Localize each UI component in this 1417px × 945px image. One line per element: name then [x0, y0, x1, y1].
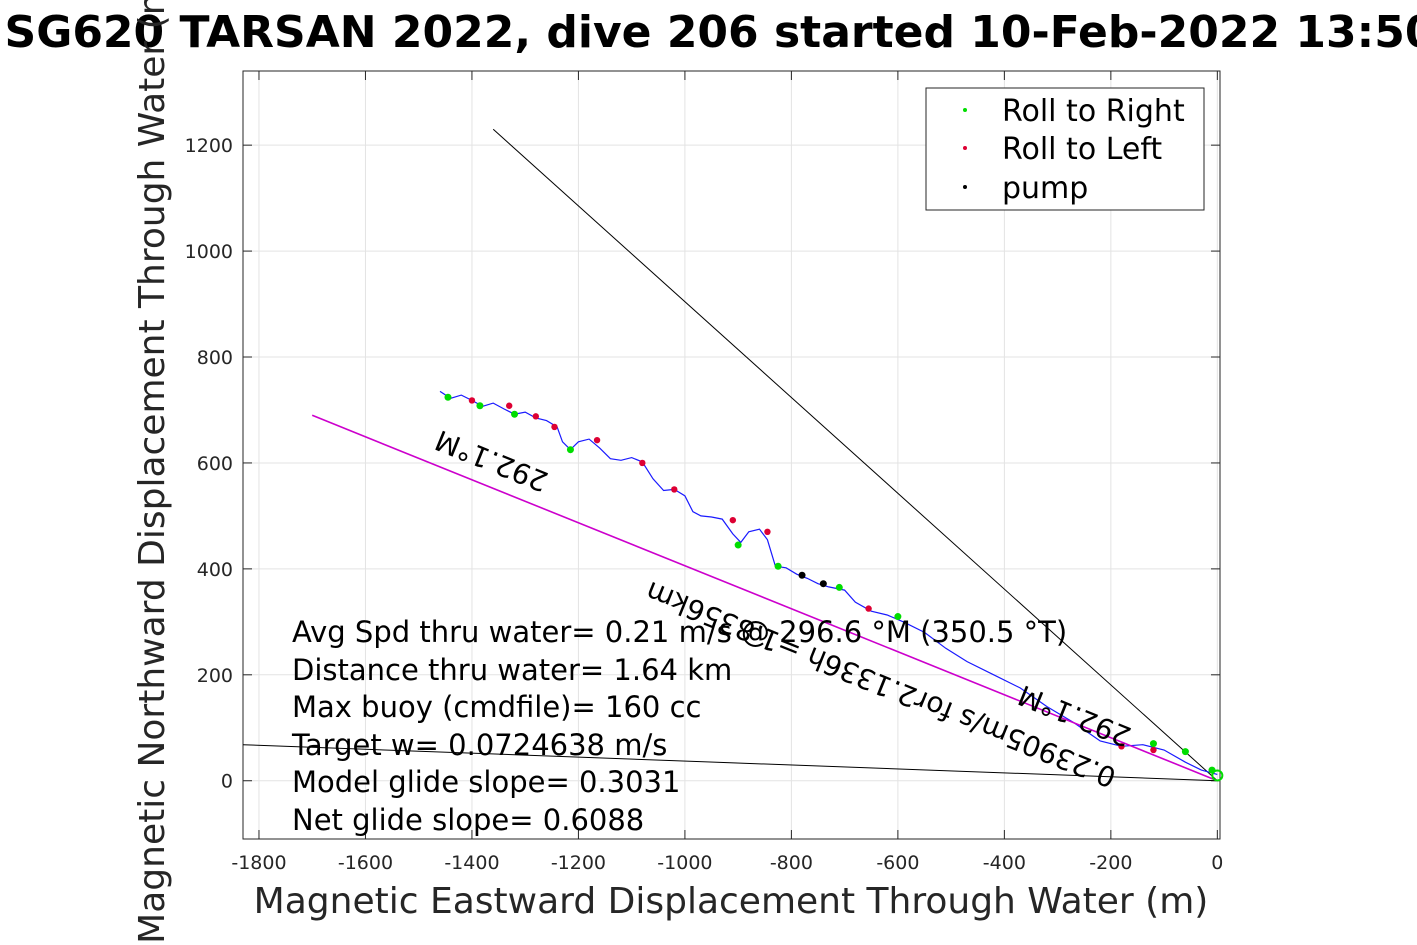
roll-left-marker — [593, 436, 601, 444]
roll-left-marker — [671, 486, 678, 493]
legend: Roll to Right Roll to Left pump — [925, 87, 1205, 211]
x-tick-label: -400 — [983, 852, 1026, 874]
y-tick-label: 400 — [197, 559, 233, 581]
plot-markers — [444, 393, 1224, 782]
plot-area-frame — [242, 70, 1221, 840]
roll-right-marker — [1181, 748, 1189, 756]
legend-label-pump: pump — [1002, 171, 1088, 206]
roll-left-marker — [729, 516, 737, 524]
roll-left-marker — [865, 605, 872, 612]
plot-lines — [242, 128, 1218, 782]
x-tick-label: -1600 — [338, 852, 393, 874]
chart-title: SG620 TARSAN 2022, dive 206 started 10-F… — [5, 7, 1417, 58]
roll-left-marker — [1118, 743, 1125, 750]
roll-left-marker — [639, 459, 646, 467]
x-tick-label: -600 — [876, 852, 919, 874]
roll-right-marker — [444, 393, 452, 401]
roll-left-marker — [551, 423, 558, 431]
roll-right-marker — [511, 410, 519, 418]
info-distance: Distance thru water= 1.64 km — [292, 653, 732, 687]
x-tick-label: -1400 — [444, 852, 499, 874]
y-tick-label: 600 — [197, 453, 233, 475]
roll-right-marker — [1149, 740, 1157, 748]
y-axis-title: Magnetic Northward Displacement Through … — [132, 0, 173, 944]
reference-line — [242, 744, 1218, 782]
pump-marker — [819, 580, 827, 588]
roll-left-marker — [1150, 746, 1157, 754]
roll-right-marker — [476, 402, 484, 410]
info-net-glide-slope: Net glide slope= 0.6088 — [292, 803, 644, 837]
y-tick-label: 1200 — [185, 135, 233, 157]
roll-left-marker — [532, 413, 540, 420]
x-tick-label: -1200 — [551, 852, 606, 874]
legend-label-roll-right: Roll to Right — [1002, 94, 1185, 129]
y-tick-label: 0 — [221, 771, 233, 793]
x-tick-label: -1800 — [231, 852, 286, 874]
legend-box — [925, 87, 1205, 211]
grid-lines — [243, 71, 1220, 839]
axis-ticks: -1800 -1600 -1400 -1200 -1000 -800 -600 -400 -20… — [185, 71, 1223, 874]
reference-line — [492, 128, 1218, 782]
roll-right-marker — [835, 583, 843, 591]
dive-track-line — [439, 390, 1218, 775]
legend-marker-roll-left — [963, 146, 967, 150]
heading-line — [311, 414, 1218, 782]
info-avg-speed: Avg Spd thru water= 0.21 m/s @ 296.6 °M … — [292, 615, 1067, 649]
info-target-w: Target w= 0.0724638 m/s — [291, 728, 667, 762]
info-max-buoy: Max buoy (cmdfile)= 160 cc — [292, 690, 701, 724]
info-text-block: Avg Spd thru water= 0.21 m/s @ 296.6 °M … — [291, 615, 1067, 837]
roll-right-marker — [894, 613, 902, 621]
legend-marker-pump — [963, 185, 967, 189]
roll-right-marker — [566, 446, 574, 454]
roll-left-marker — [764, 528, 771, 535]
legend-marker-roll-right — [963, 108, 967, 112]
roll-right-marker — [734, 541, 742, 549]
x-tick-label: -800 — [770, 852, 813, 874]
info-model-glide-slope: Model glide slope= 0.3031 — [292, 765, 680, 799]
roll-right-marker — [774, 562, 782, 570]
y-tick-label: 1000 — [185, 241, 233, 263]
pump-marker — [798, 571, 806, 579]
roll-left-marker — [468, 397, 476, 404]
x-tick-label: -1000 — [657, 852, 712, 874]
roll-left-marker — [506, 402, 513, 409]
x-tick-label: 0 — [1211, 852, 1223, 874]
y-tick-label: 200 — [197, 665, 233, 687]
x-axis-title: Magnetic Eastward Displacement Through W… — [254, 881, 1209, 922]
x-tick-label: -200 — [1089, 852, 1132, 874]
legend-label-roll-left: Roll to Left — [1002, 132, 1162, 167]
y-tick-label: 800 — [197, 347, 233, 369]
end-point-marker — [1211, 769, 1224, 782]
